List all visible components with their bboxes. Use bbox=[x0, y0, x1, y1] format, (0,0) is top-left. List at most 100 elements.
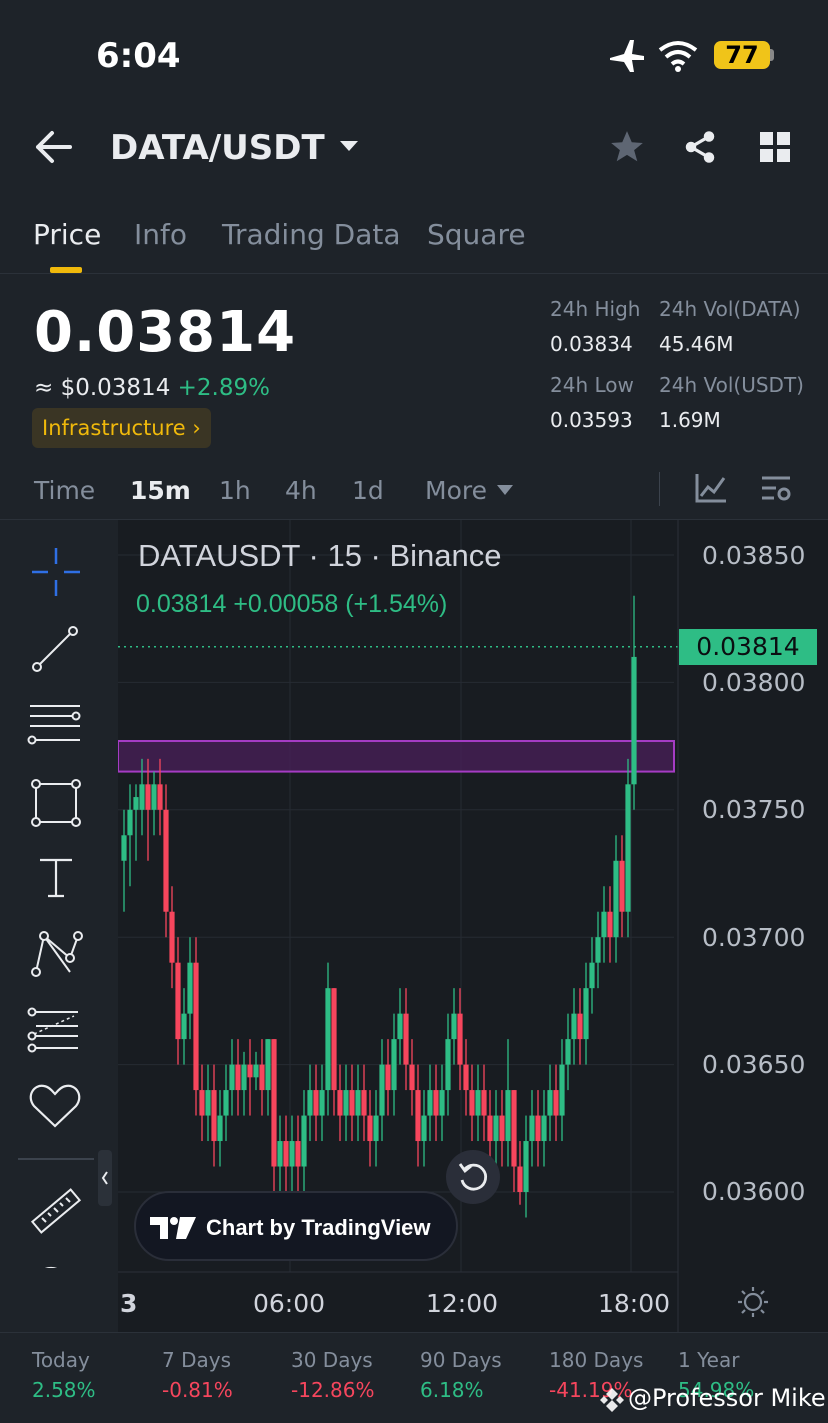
candle-up bbox=[421, 1115, 427, 1142]
divider bbox=[0, 519, 828, 520]
rectangle-icon[interactable] bbox=[30, 778, 82, 828]
tab-trading-data[interactable]: Trading Data bbox=[222, 218, 401, 251]
reset-chart-button[interactable] bbox=[446, 1150, 500, 1204]
interval-15m[interactable]: 15m bbox=[130, 476, 191, 505]
interval-time[interactable]: Time bbox=[34, 476, 96, 505]
candle-down bbox=[385, 1064, 391, 1091]
candle-up bbox=[451, 1013, 457, 1040]
candle-up bbox=[343, 1090, 349, 1116]
crosshair-icon[interactable] bbox=[30, 546, 82, 598]
toolbar-divider bbox=[18, 1158, 94, 1160]
battery-indicator: 77 bbox=[714, 41, 770, 69]
candle-up bbox=[559, 1064, 565, 1116]
perf-label: Today bbox=[32, 1348, 90, 1372]
reset-icon bbox=[458, 1163, 488, 1191]
candle-up bbox=[625, 784, 631, 912]
chart-ohlc-summary: 0.03814 +0.00058 (+1.54%) bbox=[136, 590, 448, 618]
stat-vol-base-label: 24h Vol(DATA) bbox=[659, 297, 801, 321]
candle-up bbox=[307, 1090, 313, 1116]
chevron-down-icon[interactable] bbox=[338, 138, 360, 154]
candle-up bbox=[373, 1115, 379, 1142]
candle-down bbox=[235, 1064, 241, 1091]
x-tick-label: 3 bbox=[120, 1289, 138, 1318]
indicator-chart-icon[interactable] bbox=[694, 472, 728, 504]
x-tick-label: 12:00 bbox=[426, 1289, 499, 1318]
candle-up bbox=[265, 1039, 271, 1091]
perf-label: 30 Days bbox=[291, 1348, 373, 1372]
approx-usd: ≈ $0.03814 bbox=[34, 375, 171, 401]
candle-up bbox=[379, 1064, 385, 1116]
perf-label: 1 Year bbox=[678, 1348, 740, 1372]
tradingview-badge-label: Chart by TradingView bbox=[206, 1215, 431, 1240]
stat-low-label: 24h Low bbox=[550, 373, 634, 397]
trendline-icon[interactable] bbox=[30, 624, 82, 674]
candle-down bbox=[457, 1013, 463, 1065]
candle-down bbox=[553, 1090, 559, 1116]
favorites-heart-icon[interactable] bbox=[28, 1082, 82, 1130]
candle-down bbox=[517, 1166, 523, 1192]
fib-lines-icon[interactable] bbox=[26, 1006, 82, 1056]
candle-up bbox=[475, 1090, 481, 1116]
candle-up bbox=[445, 1039, 451, 1091]
chart-settings-icon[interactable] bbox=[760, 474, 792, 504]
candle-down bbox=[403, 1013, 409, 1065]
candle-down bbox=[463, 1064, 469, 1091]
x-tick-label: 06:00 bbox=[253, 1289, 326, 1318]
candle-up bbox=[325, 988, 331, 1091]
candle-down bbox=[283, 1141, 289, 1167]
stat-high-value: 0.03834 bbox=[550, 332, 633, 356]
candle-up bbox=[397, 1013, 403, 1040]
grid-menu-icon[interactable] bbox=[758, 130, 792, 164]
chevron-left-icon bbox=[101, 1171, 108, 1185]
candle-down bbox=[607, 911, 613, 938]
perf-value: -12.86% bbox=[291, 1378, 375, 1402]
interval-more[interactable]: More bbox=[425, 476, 487, 505]
candle-down bbox=[175, 962, 181, 1040]
chart-theme-icon[interactable] bbox=[736, 1285, 770, 1319]
interval-4h[interactable]: 4h bbox=[285, 476, 317, 505]
resistance-zone bbox=[118, 740, 675, 773]
pattern-icon[interactable] bbox=[30, 928, 84, 980]
tradingview-badge[interactable]: Chart by TradingView bbox=[134, 1191, 458, 1261]
y-tick-label: 0.03600 bbox=[702, 1177, 806, 1206]
candle-down bbox=[577, 1013, 583, 1040]
interval-1d[interactable]: 1d bbox=[352, 476, 384, 505]
wifi-icon bbox=[658, 41, 698, 72]
tab-price[interactable]: Price bbox=[33, 218, 102, 251]
stat-vol-quote-value: 1.69M bbox=[659, 408, 721, 432]
candle-down bbox=[271, 1039, 277, 1167]
candle-up bbox=[229, 1064, 235, 1091]
star-icon[interactable] bbox=[608, 128, 646, 166]
share-icon[interactable] bbox=[682, 128, 718, 166]
watermark: @Professor Mike bbox=[628, 1384, 826, 1412]
airplane-icon bbox=[610, 40, 644, 72]
horizontal-lines-icon[interactable] bbox=[26, 700, 84, 748]
candle-up bbox=[127, 809, 133, 836]
current-price-tag: 0.03814 bbox=[679, 629, 817, 665]
candle-down bbox=[487, 1115, 493, 1142]
candle-up bbox=[613, 860, 619, 938]
candle-down bbox=[361, 1090, 367, 1116]
candle-up bbox=[205, 1090, 211, 1116]
more-chevron-icon[interactable] bbox=[496, 484, 514, 496]
toolbar-collapse-handle[interactable] bbox=[98, 1150, 112, 1206]
candle-down bbox=[169, 911, 175, 963]
tab-info[interactable]: Info bbox=[134, 218, 187, 251]
candle-up bbox=[253, 1064, 259, 1078]
text-tool-icon[interactable] bbox=[36, 856, 76, 900]
candle-up bbox=[133, 797, 139, 810]
back-arrow-icon[interactable] bbox=[34, 130, 72, 164]
candle-down bbox=[409, 1064, 415, 1091]
tab-square[interactable]: Square bbox=[427, 218, 526, 251]
category-tag[interactable]: Infrastructure › bbox=[32, 408, 211, 448]
candle-up bbox=[223, 1090, 229, 1116]
candle-down bbox=[337, 1090, 343, 1116]
interval-1h[interactable]: 1h bbox=[219, 476, 251, 505]
ruler-icon[interactable] bbox=[28, 1184, 84, 1238]
tradingview-logo-icon bbox=[150, 1217, 196, 1239]
candle-down bbox=[349, 1090, 355, 1116]
candle-down bbox=[145, 784, 151, 810]
pair-title[interactable]: DATA/USDT bbox=[110, 128, 325, 168]
candle-down bbox=[211, 1090, 217, 1142]
candle-up bbox=[571, 1013, 577, 1040]
